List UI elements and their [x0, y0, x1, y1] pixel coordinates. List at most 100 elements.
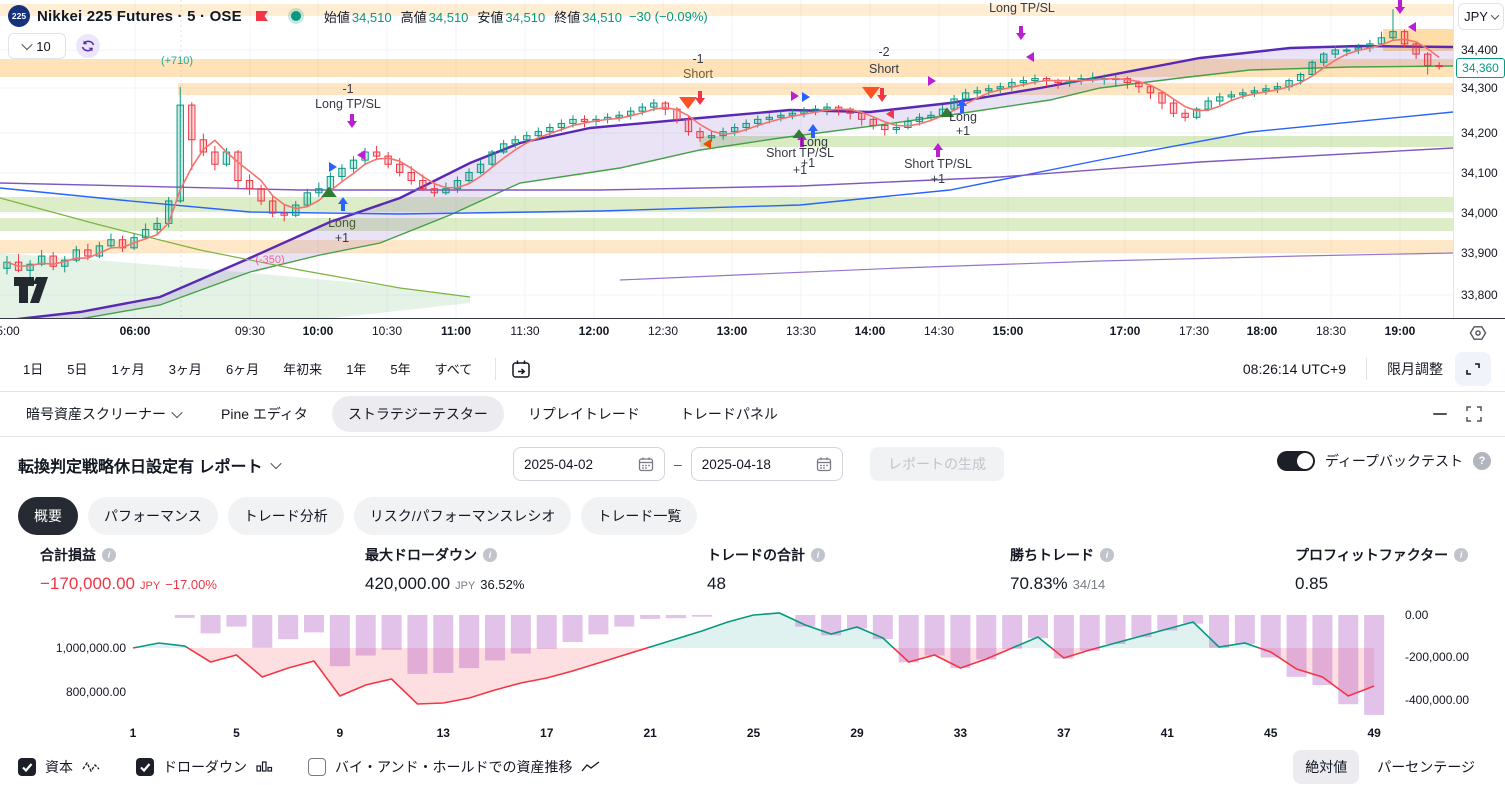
- equity-axes: 1,000,000.00 800,000.00 0.00 -200,000.00 -40…: [56, 608, 1469, 740]
- time-tick: 15:00: [992, 324, 1024, 338]
- subtab-トレード分析[interactable]: トレード分析: [227, 497, 344, 535]
- range-button[interactable]: 3ヶ月: [168, 362, 202, 377]
- date-to-input[interactable]: 2025-04-18: [690, 447, 843, 481]
- time-tick: 18:00: [1246, 324, 1278, 338]
- svg-text:+1: +1: [801, 156, 815, 170]
- range-button[interactable]: 1年: [346, 362, 367, 377]
- price-tick: 34,400: [1461, 43, 1498, 57]
- stat-label-row: トレードの合計 i: [707, 545, 825, 565]
- svg-text:Long: Long: [800, 135, 828, 149]
- contract-adjust-button[interactable]: 限月調整: [1387, 360, 1443, 377]
- checkbox-equity[interactable]: [18, 757, 36, 776]
- info-icon[interactable]: i: [102, 548, 116, 562]
- svg-text:800,000.00: 800,000.00: [66, 685, 126, 699]
- svg-text:-200,000.00: -200,000.00: [1405, 650, 1469, 664]
- maximize-icon[interactable]: [1465, 405, 1483, 423]
- stat-label-row: 最大ドローダウン i: [365, 545, 524, 565]
- panel-tab-ストラテジーテスター[interactable]: ストラテジーテスター: [331, 396, 504, 432]
- info-icon[interactable]: i: [811, 548, 825, 562]
- ohlc-item: 高値 34,510: [401, 7, 469, 26]
- range-button[interactable]: 年初来: [283, 362, 323, 377]
- bar-count-dropdown[interactable]: 10: [8, 33, 66, 59]
- generate-report-button[interactable]: レポートの生成: [870, 447, 1004, 481]
- stat-unit: JPY: [455, 580, 476, 592]
- range-button[interactable]: 1日: [23, 362, 44, 377]
- axis-settings-icon[interactable]: [1468, 323, 1488, 343]
- range-button[interactable]: 5日: [67, 362, 88, 377]
- summary-stats-row: 合計損益 i −170,000.00 JPY −17.00% 最大ドローダウン i 420,0…: [0, 545, 1505, 600]
- info-icon[interactable]: i: [483, 548, 497, 562]
- price-tick: 34,100: [1461, 166, 1498, 180]
- time-tick: 11:00: [440, 324, 472, 338]
- time-tick: 06:00: [119, 324, 151, 338]
- range-button[interactable]: 5年: [390, 362, 411, 377]
- panel-tab-トレードパネル[interactable]: トレードパネル: [664, 396, 794, 432]
- checkbox-drawdown[interactable]: [136, 757, 154, 776]
- toolbar-right: 08:26:14 UTC+9 限月調整: [1242, 351, 1491, 386]
- panel-tab-リプレイトレード[interactable]: リプレイトレード: [512, 396, 656, 432]
- equity-legend-row: 資本 ドローダウン バイ・アンド・ホールドでの資産推移 絶対値 パーセンテージ: [0, 748, 1505, 785]
- equity-line-below: [133, 648, 1375, 705]
- flag-icon[interactable]: [255, 10, 270, 22]
- time-tick: 14:30: [923, 324, 955, 338]
- checkbox-buyhold[interactable]: [308, 757, 326, 776]
- info-icon[interactable]: i: [1100, 548, 1114, 562]
- svg-text:Long: Long: [949, 110, 977, 124]
- svg-text:25: 25: [747, 726, 761, 740]
- subtab-トレード一覧[interactable]: トレード一覧: [581, 497, 698, 535]
- price-tick: 33,800: [1461, 288, 1498, 302]
- stat-label-row: 勝ちトレード i: [1010, 545, 1114, 565]
- stat-block: 最大ドローダウン i 420,000.00 JPY 36.52%: [365, 545, 524, 594]
- info-icon[interactable]: i: [1454, 548, 1469, 562]
- range-button[interactable]: 1ヶ月: [111, 362, 145, 377]
- legend-item-buyhold: バイ・アンド・ホールドでの資産推移: [308, 757, 601, 777]
- minimize-icon[interactable]: [1433, 413, 1447, 415]
- symbol-title[interactable]: Nikkei 225 Futures · 5 · OSE: [37, 7, 242, 25]
- drawdown-icon: [256, 760, 274, 774]
- range-button[interactable]: 6ヶ月: [225, 362, 260, 377]
- panel-tab-暗号資産スクリーナー[interactable]: 暗号資産スクリーナー: [10, 396, 197, 432]
- mode-button-パーセンテージ[interactable]: パーセンテージ: [1377, 758, 1475, 775]
- market-status-dot[interactable]: [290, 11, 301, 21]
- report-title-wrap[interactable]: 転換判定戦略休日設定有 レポート: [18, 453, 283, 477]
- ohlc-value: 34,510: [582, 9, 622, 25]
- svg-text:0.00: 0.00: [1405, 608, 1429, 622]
- calendar-icon: [816, 457, 831, 472]
- date-from-input[interactable]: 2025-04-02: [513, 447, 665, 481]
- currency-dropdown[interactable]: JPY: [1458, 3, 1504, 30]
- candles: [3, 9, 1443, 279]
- price-axis[interactable]: JPY 34,400 34,300 34,200 34,100 34,000 33,900…: [1453, 0, 1505, 318]
- mode-button-絶対値[interactable]: 絶対値: [1293, 749, 1360, 784]
- svg-text:13: 13: [437, 726, 451, 740]
- help-icon[interactable]: ?: [1473, 452, 1491, 470]
- time-tick: 17:00: [1109, 324, 1141, 338]
- svg-text:+1: +1: [793, 163, 807, 177]
- panel-resize-button[interactable]: [1455, 351, 1491, 386]
- equity-curve-chart[interactable]: 1,000,000.00 800,000.00 0.00 -200,000.00 -40…: [0, 600, 1505, 750]
- stat-block: プロフィットファクター i 0.85: [1295, 545, 1469, 594]
- subtab-概要[interactable]: 概要: [18, 497, 78, 535]
- time-axis[interactable]: 5:00 06:00 09:30 10:00 10:30 11:00 11:30 12:00 1…: [0, 318, 1505, 346]
- refresh-button[interactable]: [76, 34, 100, 58]
- goto-date-button[interactable]: [510, 358, 532, 380]
- symbol-logo: 225: [8, 5, 30, 27]
- time-tick: 17:30: [1178, 324, 1210, 338]
- chart-subheader: 10: [8, 33, 100, 59]
- legend-items: 資本 ドローダウン バイ・アンド・ホールドでの資産推移: [18, 757, 601, 777]
- svg-text:-1: -1: [692, 52, 703, 66]
- stat-label-row: 合計損益 i: [40, 545, 217, 565]
- subtab-リスク/パフォーマンスレシオ[interactable]: リスク/パフォーマンスレシオ: [353, 497, 572, 535]
- subtab-パフォーマンス[interactable]: パフォーマンス: [88, 497, 218, 535]
- clock[interactable]: 08:26:14 UTC+9: [1242, 360, 1346, 377]
- equity-area-below: [133, 648, 1375, 704]
- value-mode-switch: 絶対値 パーセンテージ: [1293, 749, 1487, 784]
- panel-tab-Pine エディタ[interactable]: Pine エディタ: [205, 396, 324, 432]
- legend-label: ドローダウン: [163, 758, 247, 775]
- price-tick: 34,300: [1461, 81, 1498, 95]
- report-title: 転換判定戦略休日設定有 レポート: [18, 459, 263, 476]
- deep-backtest-toggle[interactable]: [1276, 451, 1315, 471]
- range-button[interactable]: すべて: [434, 362, 473, 377]
- trade-markers: [321, 0, 1416, 211]
